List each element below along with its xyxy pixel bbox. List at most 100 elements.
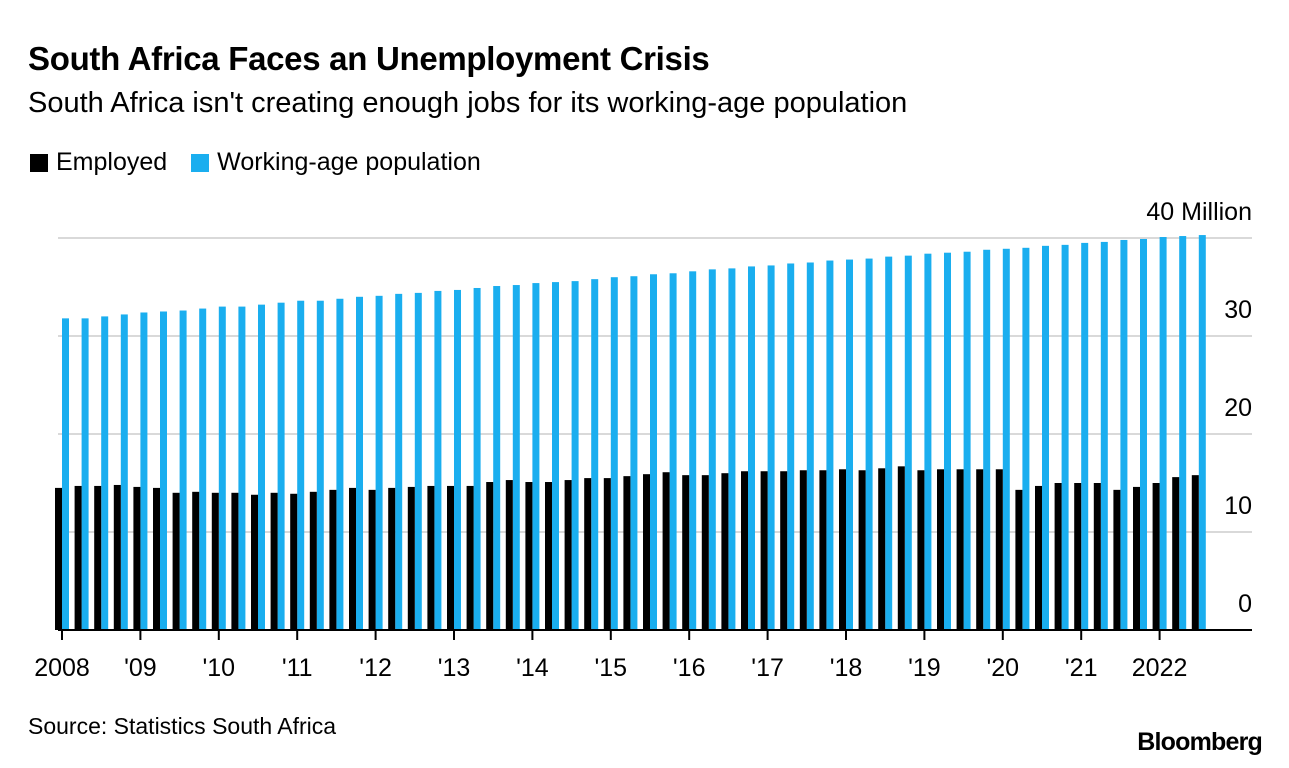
- bar-working-age-population: [81, 318, 89, 630]
- bar-employed: [290, 493, 298, 630]
- bar-employed: [682, 475, 690, 630]
- x-tick-label: '18: [830, 654, 863, 682]
- bar-employed: [839, 469, 846, 630]
- bar-working-age-population: [748, 266, 755, 630]
- bar-working-age-population: [473, 287, 481, 630]
- bar-working-age-population: [591, 279, 599, 630]
- bar-working-age-population: [120, 314, 128, 630]
- y-tick-label: 20: [1224, 394, 1252, 422]
- x-tick-label: 2022: [1132, 654, 1188, 682]
- bar-employed: [486, 482, 494, 630]
- bar-working-age-population: [297, 300, 305, 630]
- bar-employed: [760, 471, 768, 630]
- y-tick-label: 40 Million: [1146, 198, 1252, 226]
- bar-employed: [74, 485, 82, 630]
- bar-employed: [525, 482, 533, 630]
- legend-label-employed: Employed: [56, 148, 168, 176]
- bar-employed: [192, 491, 200, 630]
- bloomberg-logo: Bloomberg: [1137, 728, 1263, 756]
- bar-employed: [407, 486, 415, 630]
- bar-working-age-population: [787, 263, 795, 630]
- bar-working-age-population: [552, 282, 559, 630]
- bar-working-age-population: [414, 292, 422, 630]
- bar-employed: [858, 470, 866, 630]
- legend-label-population: Working-age population: [217, 148, 481, 176]
- bar-working-age-population: [1081, 242, 1089, 630]
- bar-working-age-population: [277, 302, 285, 630]
- legend-swatch-employed: [30, 153, 48, 172]
- bar-working-age-population: [434, 290, 442, 630]
- bar-working-age-population: [885, 256, 893, 630]
- legend-item-employed: Employed: [30, 148, 167, 177]
- bar-employed: [329, 489, 337, 630]
- x-tick-label: '19: [908, 654, 941, 682]
- bar-working-age-population: [1002, 248, 1010, 630]
- bar-employed: [701, 475, 709, 630]
- bar-working-age-population: [218, 306, 226, 630]
- y-tick-label: 0: [1238, 590, 1252, 618]
- x-tick-label: '14: [516, 654, 549, 682]
- bar-working-age-population: [689, 271, 697, 630]
- bar-employed: [1035, 485, 1042, 630]
- bar-working-age-population: [1198, 235, 1206, 630]
- x-tick-label: '17: [751, 654, 784, 682]
- bar-working-age-population: [826, 260, 834, 630]
- bar-employed: [1074, 483, 1082, 630]
- bar-employed: [643, 474, 650, 630]
- bar-employed: [55, 487, 62, 630]
- bar-employed: [113, 484, 121, 630]
- bar-employed: [623, 476, 631, 630]
- bar-working-age-population: [846, 259, 853, 630]
- bar-working-age-population: [532, 283, 540, 630]
- bar-employed: [133, 486, 141, 630]
- source-note: Source: Statistics South Africa: [28, 713, 337, 739]
- bar-employed: [741, 471, 748, 630]
- bar-working-age-population: [630, 276, 638, 630]
- x-tick-label: '21: [1065, 654, 1098, 682]
- bar-working-age-population: [336, 298, 344, 630]
- bar-working-age-population: [983, 249, 991, 630]
- x-tick-label: '20: [987, 654, 1020, 682]
- bar-working-age-population: [963, 251, 971, 630]
- bar-employed: [878, 468, 886, 630]
- bar-employed: [917, 470, 925, 630]
- bar-employed: [584, 478, 592, 630]
- x-tick-label: '10: [203, 654, 236, 682]
- bar-working-age-population: [1042, 245, 1049, 630]
- bar-employed: [1113, 489, 1121, 630]
- bar-employed: [995, 469, 1003, 630]
- bar-working-age-population: [101, 316, 109, 630]
- chart-title: South Africa Faces an Unemployment Crisi…: [28, 40, 710, 77]
- bar-employed: [309, 491, 317, 630]
- bar-employed: [721, 473, 729, 630]
- bar-working-age-population: [179, 310, 187, 630]
- x-tick-label: '16: [673, 654, 706, 682]
- bar-employed: [349, 487, 356, 630]
- bar-employed: [897, 466, 905, 630]
- bar-employed: [172, 492, 180, 630]
- bar-employed: [1191, 475, 1199, 630]
- x-tick-label: '09: [124, 654, 157, 682]
- bar-employed: [251, 494, 258, 630]
- y-tick-label: 30: [1224, 296, 1252, 324]
- bar-working-age-population: [767, 265, 775, 630]
- bar-working-age-population: [1061, 244, 1069, 631]
- bar-working-age-population: [571, 281, 579, 630]
- bar-working-age-population: [1022, 247, 1030, 631]
- bar-working-age-population: [395, 293, 403, 630]
- bar-working-age-population: [806, 262, 814, 630]
- bar-working-age-population: [924, 253, 932, 630]
- bar-working-age-population: [904, 255, 912, 630]
- bar-working-age-population: [1100, 241, 1108, 631]
- bar-employed: [1054, 483, 1062, 630]
- bar-employed: [427, 485, 435, 630]
- bar-employed: [505, 480, 513, 630]
- bar-working-age-population: [669, 273, 677, 630]
- bar-employed: [388, 487, 396, 630]
- bar-employed: [662, 472, 670, 630]
- bar-working-age-population: [708, 269, 716, 630]
- bar-employed: [956, 469, 964, 630]
- bar-employed: [564, 480, 572, 630]
- bar-employed: [1015, 489, 1023, 630]
